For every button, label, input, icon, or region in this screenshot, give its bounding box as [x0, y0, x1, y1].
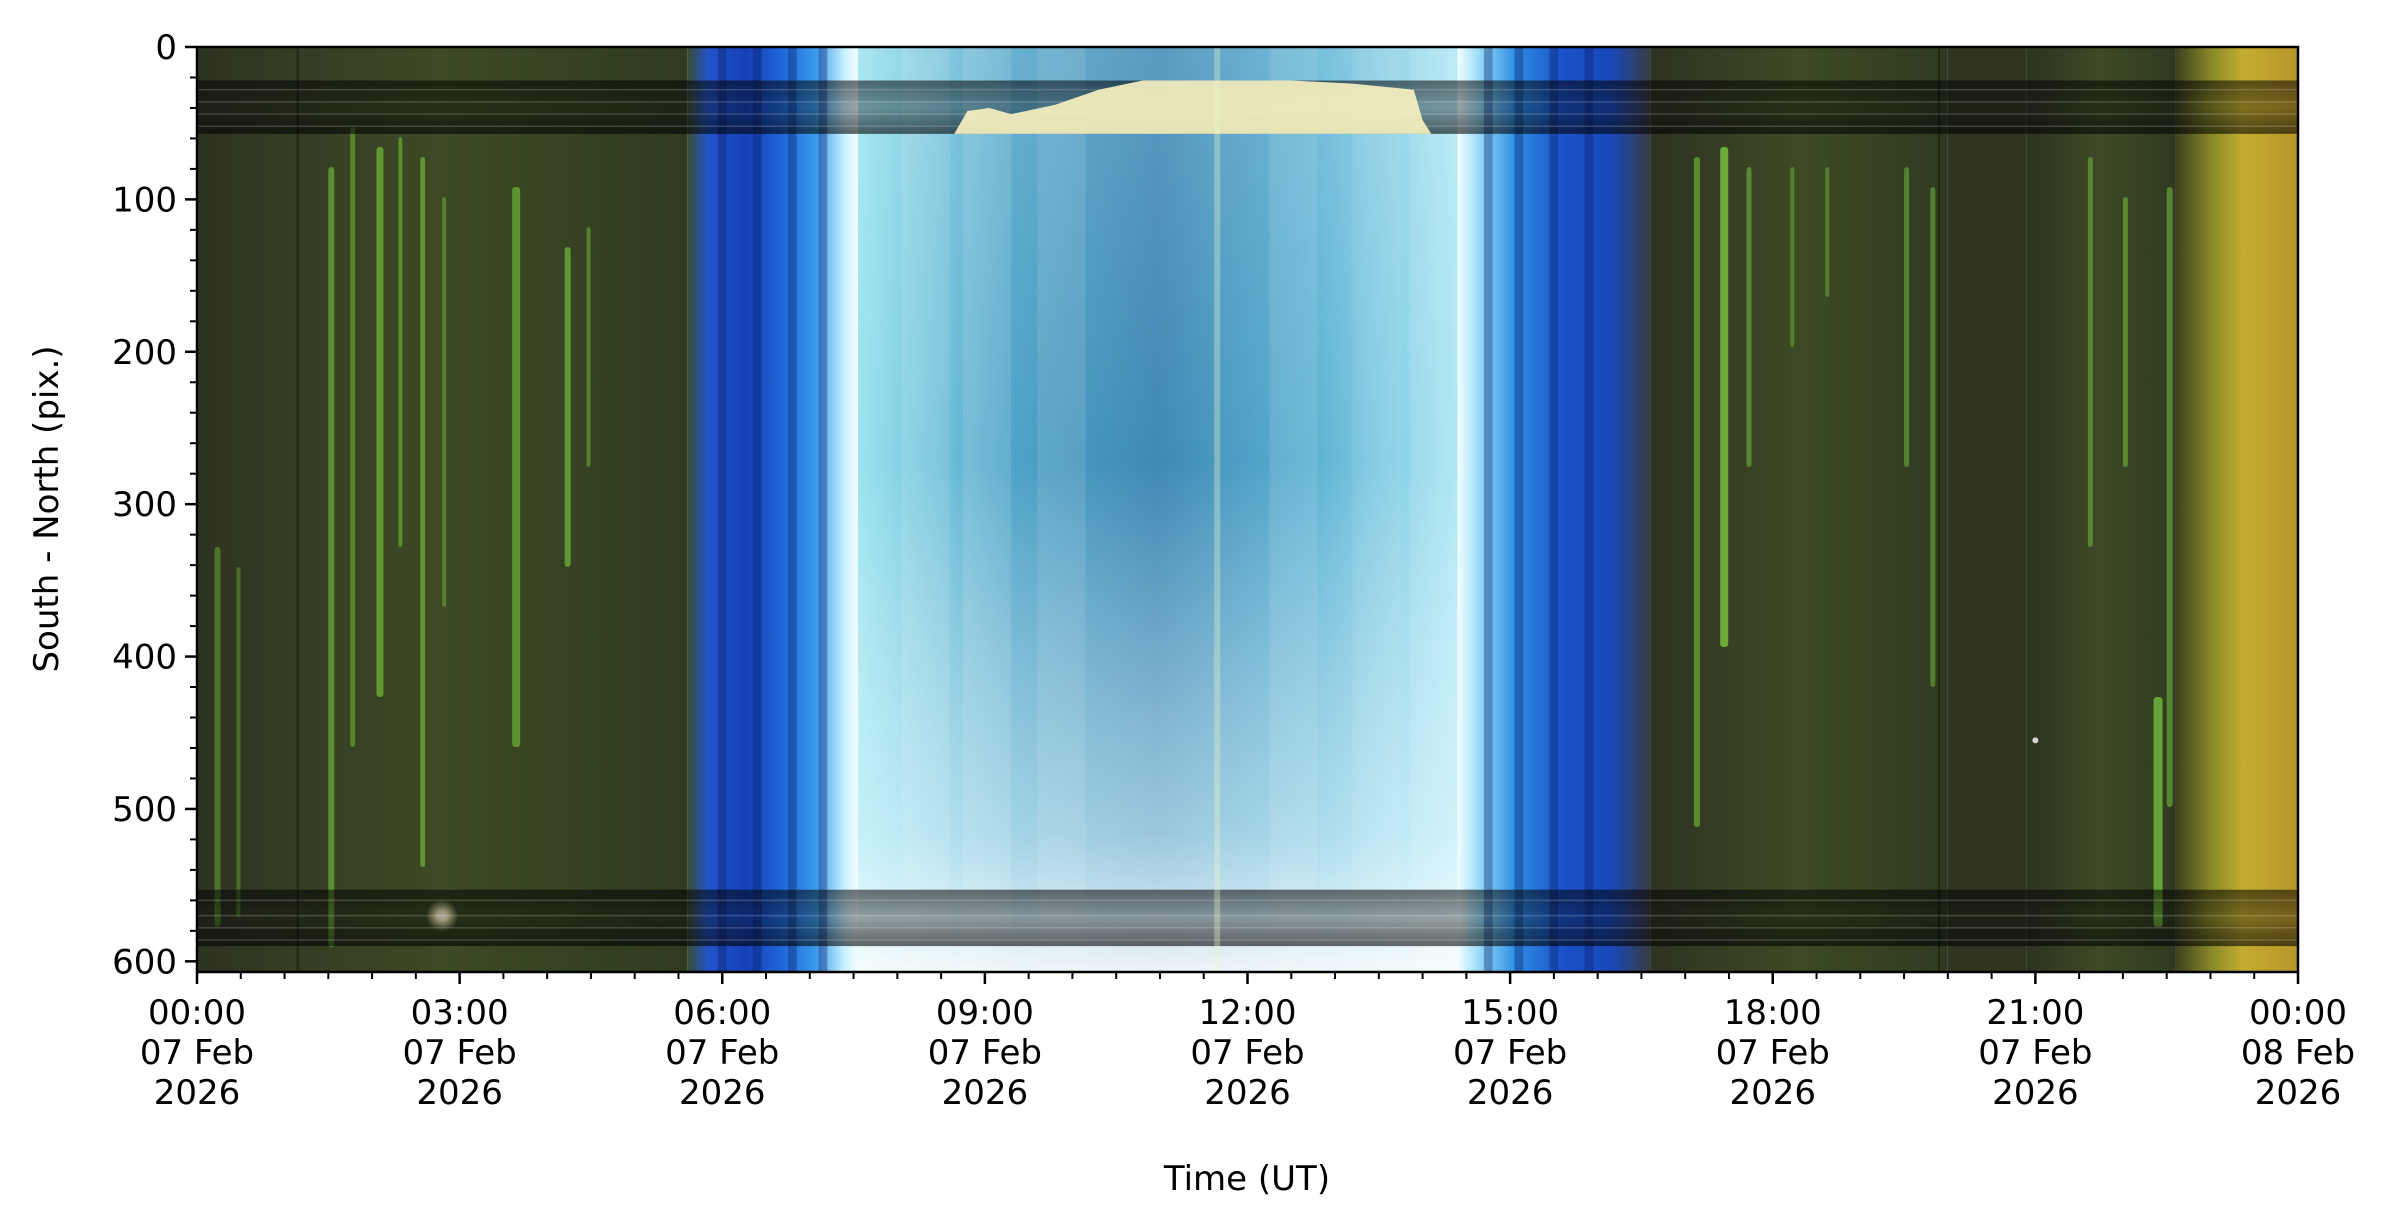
exposure-stripe-6	[1549, 47, 1559, 972]
x-tick-label: 12:00 07 Feb 2026	[1190, 993, 1304, 1113]
day-block-1	[962, 47, 1012, 972]
aurora-layer	[214, 127, 2173, 947]
day-block-4	[1352, 47, 1401, 972]
day-block-2	[1037, 47, 1086, 972]
y-tick-label: 500	[112, 790, 177, 830]
x-tick-label-line: 07 Feb	[1978, 1033, 2092, 1073]
x-tick-label: 21:00 07 Feb 2026	[1978, 993, 2092, 1113]
y-tick-label: 300	[112, 485, 177, 525]
aurora-streak-14	[1790, 167, 1795, 347]
x-tick-label-line: 07 Feb	[1190, 1033, 1304, 1073]
y-axis-label: South - North (pix.)	[27, 345, 67, 672]
x-tick-label-line: 03:00	[411, 993, 509, 1033]
aurora-streak-1	[350, 127, 356, 747]
x-tick-label: 00:00 08 Feb 2026	[2241, 993, 2355, 1113]
aurora-streak-12	[1720, 147, 1729, 647]
x-tick-label-line: 2026	[1467, 1073, 1554, 1113]
y-tick-label: 600	[112, 942, 177, 982]
x-tick-label-line: 2026	[2255, 1073, 2342, 1113]
x-tick-label-line: 2026	[154, 1073, 241, 1113]
exposure-stripe-2	[787, 47, 797, 972]
day-block-5	[1409, 47, 1458, 972]
x-tick-label-line: 07 Feb	[1716, 1033, 1830, 1073]
x-tick-label-line: 2026	[1204, 1073, 1291, 1113]
segments-layer	[197, 47, 2298, 972]
x-tick-label-line: 00:00	[148, 993, 246, 1033]
bottom-dark-band	[197, 889, 2298, 947]
x-tick-label: 03:00 07 Feb 2026	[402, 993, 516, 1113]
aurora-streak-15	[1825, 167, 1830, 297]
x-tick-label-line: 2026	[416, 1073, 503, 1113]
aurora-streak-5	[442, 197, 447, 607]
x-tick-label-line: 2026	[1992, 1073, 2079, 1113]
x-tick-label-line: 07 Feb	[1453, 1033, 1567, 1073]
exposure-stripe-7	[1584, 47, 1594, 972]
exposure-stripe-0	[717, 47, 727, 972]
x-tick-label-line: 08 Feb	[2241, 1033, 2355, 1073]
aurora-streak-3	[398, 137, 403, 547]
segment-1	[687, 47, 858, 972]
aurora-streak-0	[328, 167, 335, 947]
plot-area	[197, 47, 2298, 972]
aurora-streak-7	[564, 247, 571, 567]
y-tick-label: 200	[112, 333, 177, 373]
exposure-stripe-5	[1514, 47, 1524, 972]
x-tick-label-line: 2026	[679, 1073, 766, 1113]
x-axis-label: Time (UT)	[1163, 1159, 1330, 1199]
sunlit-skyline	[954, 80, 1432, 134]
segment-3	[1457, 47, 1651, 972]
segment-7	[2175, 47, 2298, 972]
x-tick-label-line: 09:00	[936, 993, 1034, 1033]
x-tick-label-line: 15:00	[1461, 993, 1559, 1033]
aurora-streak-18	[2087, 157, 2093, 547]
aurora-streak-9	[214, 547, 221, 927]
x-tick-label-line: 07 Feb	[928, 1033, 1042, 1073]
x-tick-label-line: 21:00	[1986, 993, 2084, 1033]
aurora-streak-4	[420, 157, 426, 867]
x-tick-label-line: 2026	[942, 1073, 1029, 1113]
aurora-streak-16	[1904, 167, 1910, 467]
y-tick-label: 0	[155, 28, 177, 68]
faint-star	[2032, 737, 2039, 744]
x-tick-label-line: 06:00	[673, 993, 771, 1033]
day-block-0	[901, 47, 950, 972]
x-tick-label-line: 00:00	[2249, 993, 2347, 1033]
x-tick-label-line: 07 Feb	[665, 1033, 779, 1073]
exposure-stripe-3	[818, 47, 828, 972]
day-glow	[857, 47, 1458, 972]
segment-0	[197, 47, 688, 972]
aurora-streak-8	[586, 227, 591, 467]
segment-5	[1947, 47, 2027, 972]
aurora-streak-13	[1746, 167, 1752, 467]
aurora-streak-10	[236, 567, 241, 917]
noon-streak	[1214, 47, 1221, 972]
x-tick-label: 00:00 07 Feb 2026	[140, 993, 254, 1113]
aurora-streak-21	[2166, 187, 2173, 807]
x-tick-label: 15:00 07 Feb 2026	[1453, 993, 1567, 1113]
y-tick-label: 100	[112, 180, 177, 220]
aurora-streak-6	[512, 187, 521, 747]
x-tick-label-line: 18:00	[1724, 993, 1822, 1033]
aurora-streak-11	[1693, 157, 1700, 827]
x-tick-label-line: 07 Feb	[402, 1033, 516, 1073]
x-tick-label-line: 12:00	[1199, 993, 1297, 1033]
segment-6	[2026, 47, 2176, 972]
x-tick-label-line: 07 Feb	[140, 1033, 254, 1073]
aurora-streak-19	[2122, 197, 2128, 467]
overlay-layer	[197, 47, 2298, 972]
x-tick-label: 06:00 07 Feb 2026	[665, 993, 779, 1113]
x-tick-label-line: 2026	[1729, 1073, 1816, 1113]
x-tick-label: 09:00 07 Feb 2026	[928, 993, 1042, 1113]
aurora-streak-2	[376, 147, 384, 697]
exposure-stripe-4	[1483, 47, 1493, 972]
x-tick-label: 18:00 07 Feb 2026	[1716, 993, 1830, 1113]
exposure-stripe-1	[752, 47, 762, 972]
day-block-3	[1269, 47, 1318, 972]
aurora-streak-20	[2153, 697, 2163, 927]
aurora-streak-17	[1930, 187, 1936, 687]
y-tick-label: 400	[112, 638, 177, 678]
